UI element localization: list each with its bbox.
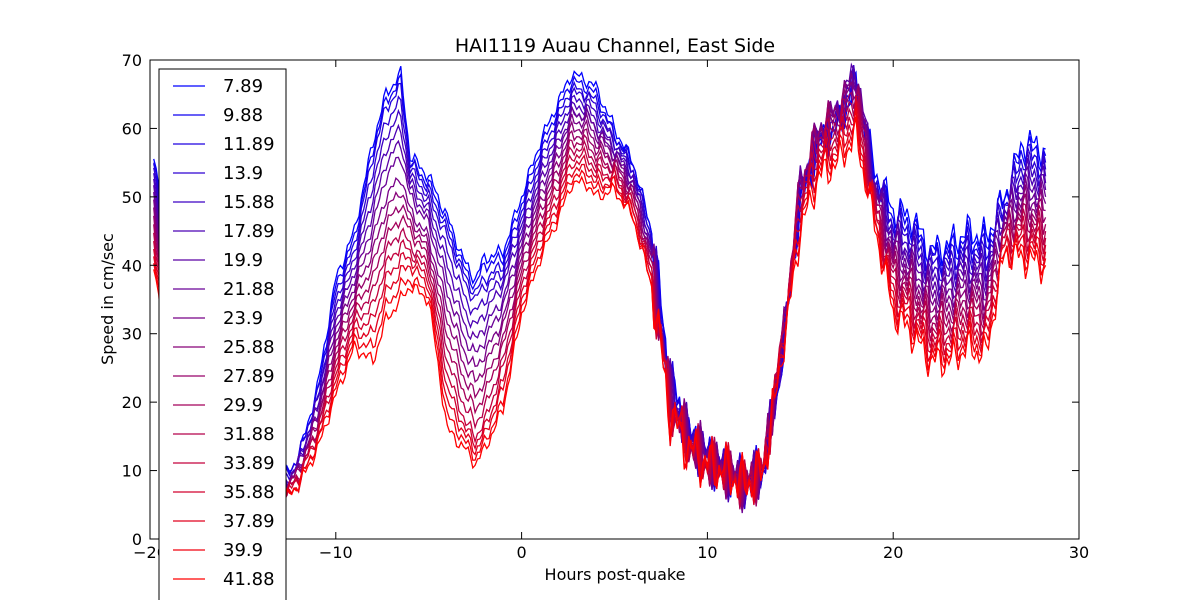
series-layer xyxy=(153,62,1047,514)
legend-label: 7.89 xyxy=(223,76,263,97)
legend-label: 27.89 xyxy=(223,366,275,387)
legend-label: 25.88 xyxy=(223,337,275,358)
legend-label: 41.88 xyxy=(223,569,275,590)
x-tick-label: 0 xyxy=(517,543,527,562)
legend-label: 11.89 xyxy=(223,134,275,155)
y-tick-label: 10 xyxy=(122,462,142,481)
legend-label: 37.89 xyxy=(223,511,275,532)
x-tick-label: 20 xyxy=(883,543,903,562)
y-tick-label: 60 xyxy=(122,119,142,138)
y-tick-label: 30 xyxy=(122,325,142,344)
plot-frame xyxy=(149,59,1080,540)
legend-label: 35.88 xyxy=(223,482,275,503)
legend-label: 17.89 xyxy=(223,221,275,242)
legend-label: 21.88 xyxy=(223,279,275,300)
series-line xyxy=(153,67,1047,508)
chart-title: HAI1119 Auau Channel, East Side xyxy=(455,35,775,57)
y-tick-label: 20 xyxy=(122,393,142,412)
y-tick-label: 70 xyxy=(122,51,142,70)
legend-label: 19.9 xyxy=(223,250,263,271)
x-axis: −20 −10 0 10 20 30 xyxy=(133,60,1089,562)
legend-label: 15.88 xyxy=(223,192,275,213)
series-line xyxy=(153,64,1047,508)
x-tick-label: −20 xyxy=(133,543,167,562)
legend-label: 13.9 xyxy=(223,163,263,184)
series-line xyxy=(153,62,1047,512)
x-tick-label: −10 xyxy=(319,543,353,562)
y-tick-label: 40 xyxy=(122,256,142,275)
legend-label: 33.89 xyxy=(223,453,275,474)
legend-label: 29.9 xyxy=(223,395,263,416)
legend: 7.89 9.88 11.89 13.9 15.88 17.89 19.9 21.88 23.9… xyxy=(158,68,287,600)
legend-label: 31.88 xyxy=(223,424,275,445)
x-tick-label: 10 xyxy=(697,543,717,562)
y-tick-label: 50 xyxy=(122,188,142,207)
legend-label: 23.9 xyxy=(223,308,263,329)
series-line xyxy=(153,116,1047,512)
x-tick-label: 30 xyxy=(1069,543,1089,562)
series-line xyxy=(153,98,1047,513)
x-axis-label: Hours post-quake xyxy=(545,565,686,584)
legend-box xyxy=(158,68,287,600)
legend-label: 39.9 xyxy=(223,540,263,561)
y-tick-label: 0 xyxy=(132,530,142,549)
y-axis-label: Speed in cm/sec xyxy=(98,233,117,365)
y-axis: 0 10 20 30 40 50 60 70 xyxy=(122,51,1079,549)
legend-label: 9.88 xyxy=(223,105,263,126)
